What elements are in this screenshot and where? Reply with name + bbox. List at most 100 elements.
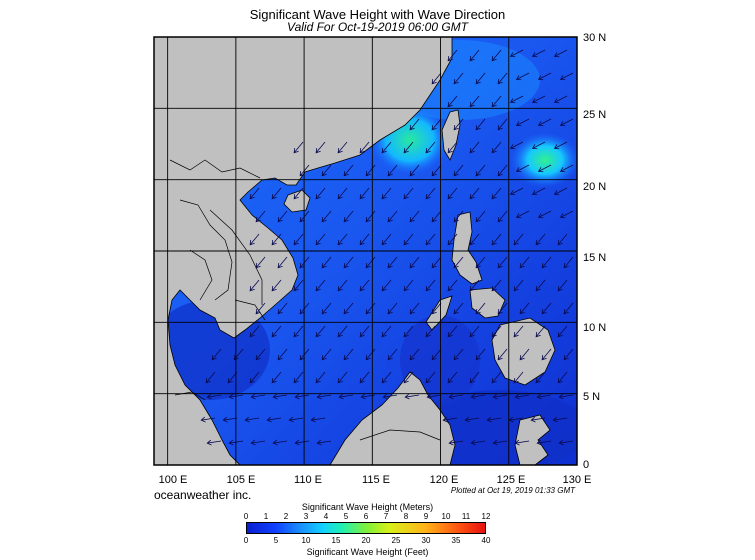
wave-arrow: [559, 164, 574, 173]
wave-arrow: [553, 49, 568, 58]
wave-arrow: [447, 141, 458, 154]
wave-arrow: [492, 439, 508, 446]
wave-arrow: [222, 416, 238, 423]
wave-arrow: [365, 164, 376, 177]
wave-arrow: [491, 49, 502, 62]
wave-arrow: [469, 141, 480, 154]
wave-arrow: [537, 210, 552, 219]
feet-tick-5: 5: [273, 536, 279, 545]
wave-arrow: [535, 279, 546, 292]
wave-arrow: [365, 348, 376, 361]
wave-arrow: [453, 72, 464, 85]
wave-arrow: [359, 187, 370, 200]
wave-arrow: [559, 72, 574, 81]
wave-arrow: [469, 325, 480, 338]
wave-arrow: [497, 256, 508, 269]
map-title: Significant Wave Height with Wave Direct…: [249, 7, 506, 22]
lat-label-20n: 20 N: [583, 181, 607, 193]
wave-arrow: [531, 49, 546, 58]
wave-arrow: [552, 416, 568, 423]
feet-tick-30: 30: [421, 536, 431, 545]
wave-arrow: [321, 302, 332, 315]
wave-arrow: [491, 95, 502, 108]
wave-arrow: [381, 371, 392, 384]
wave-arrow: [315, 233, 326, 246]
wave-arrow: [541, 256, 552, 269]
land: [154, 37, 556, 465]
wave-arrow: [293, 233, 304, 246]
wave-arrow: [409, 302, 420, 315]
wave-arrow: [277, 256, 288, 269]
wave-arrow: [475, 72, 486, 85]
wave-arrow: [519, 256, 530, 269]
wave-arrow: [200, 416, 216, 423]
wave-arrow: [453, 302, 464, 315]
wave-arrow: [491, 279, 502, 292]
wave-arrow: [403, 141, 414, 154]
wave-arrow: [515, 72, 530, 81]
lon-label-130e: 130 E: [562, 474, 592, 486]
wave-arrow: [535, 233, 546, 246]
wave-arrow: [249, 371, 260, 384]
feet-tick-10: 10: [301, 536, 311, 545]
wave-arrow: [321, 256, 332, 269]
wave-arrow: [293, 279, 304, 292]
wave-arrow: [387, 256, 398, 269]
wave-arrow: [469, 49, 480, 62]
wave-arrow: [249, 279, 260, 292]
wave-arrow: [453, 118, 464, 131]
wave-arrow: [277, 210, 288, 223]
wave-arrow: [431, 164, 442, 177]
wave-arrow: [475, 118, 486, 131]
wave-arrow: [519, 302, 530, 315]
wave-arrow: [343, 164, 354, 177]
wave-arrow: [271, 187, 282, 200]
wave-arrow: [294, 439, 310, 446]
wave-arrow: [403, 325, 414, 338]
meters-tick-7: 7: [383, 512, 389, 521]
wave-arrow: [403, 279, 414, 292]
meters-tick-11: 11: [461, 512, 471, 521]
meters-tick-2: 2: [283, 512, 289, 521]
wave-arrow: [249, 187, 260, 200]
wave-arrow: [537, 164, 552, 173]
wave-arrow: [409, 256, 420, 269]
wave-arrow: [491, 233, 502, 246]
wave-arrow: [250, 393, 266, 400]
map-frame: [153, 36, 578, 466]
wave-arrow: [475, 164, 486, 177]
wave-arrow: [409, 348, 420, 361]
wave-arrow: [497, 348, 508, 361]
wave-arrow: [315, 371, 326, 384]
wave-arrow: [337, 279, 348, 292]
wave-arrow: [425, 325, 436, 338]
wave-arrow: [442, 416, 458, 423]
wave-arrow: [557, 325, 568, 338]
colorbar-title-feet: Significant Wave Height (Feet): [306, 547, 429, 557]
wave-arrow: [557, 371, 568, 384]
wave-arrow: [513, 371, 524, 384]
wave-arrow: [553, 187, 568, 196]
wave-arrow: [381, 279, 392, 292]
wave-arrow: [206, 439, 222, 446]
lat-label-30n: 30 N: [583, 32, 607, 44]
wave-arrow: [559, 118, 574, 127]
wave-arrow: [288, 416, 304, 423]
wave-arrow: [272, 439, 288, 446]
wave-arrow: [315, 141, 326, 154]
wave-arrow: [491, 325, 502, 338]
wave-arrow: [531, 141, 546, 150]
wave-arrow: [381, 233, 392, 246]
wave-arrow: [453, 210, 464, 223]
wave-arrow: [431, 302, 442, 315]
wave-arrow: [469, 95, 480, 108]
wave-arrow: [299, 302, 310, 315]
wave-arrow: [343, 256, 354, 269]
wave-arrow: [365, 210, 376, 223]
wave-arrow: [293, 371, 304, 384]
wave-arrow: [541, 302, 552, 315]
wave-arrow: [464, 416, 480, 423]
wave-arrow: [205, 371, 216, 384]
feet-tick-25: 25: [391, 536, 401, 545]
wave-arrow: [469, 233, 480, 246]
